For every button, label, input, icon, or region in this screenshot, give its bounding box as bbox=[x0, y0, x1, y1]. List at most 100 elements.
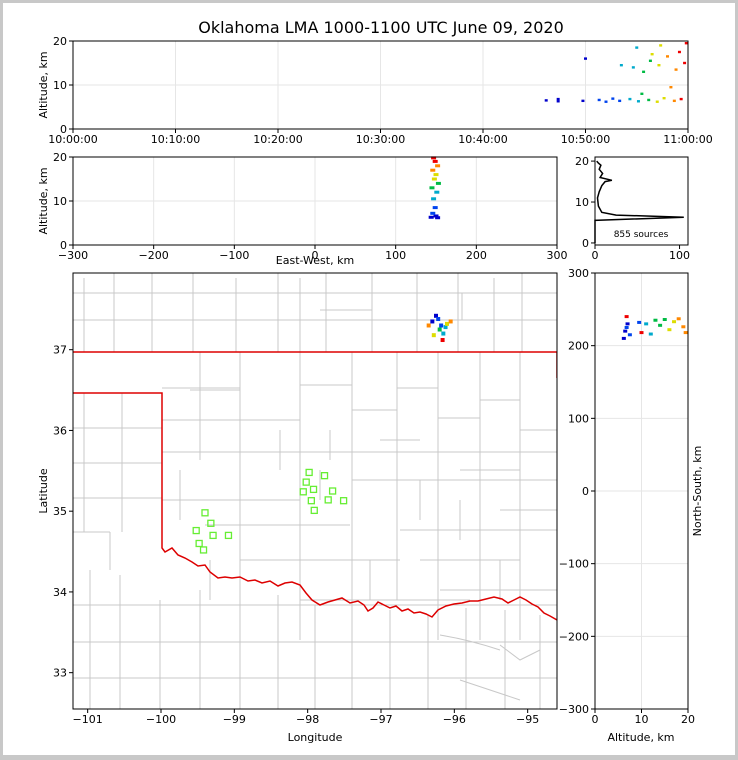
source-point bbox=[672, 99, 676, 103]
source-point bbox=[619, 64, 623, 67]
source-point bbox=[653, 318, 658, 322]
source-point bbox=[581, 99, 585, 103]
source-point bbox=[628, 97, 632, 101]
lma-station bbox=[324, 496, 332, 504]
source-point bbox=[627, 333, 632, 337]
source-point bbox=[648, 332, 653, 336]
state-boundaries bbox=[73, 351, 557, 621]
source-point bbox=[441, 331, 446, 336]
source-point bbox=[433, 214, 439, 218]
source-point bbox=[428, 215, 434, 219]
source-point bbox=[611, 97, 615, 100]
altitude-xlabel: Altitude, km bbox=[607, 731, 674, 744]
lma-station bbox=[299, 488, 307, 496]
source-point bbox=[556, 97, 560, 101]
x-tick-label: −100 bbox=[219, 249, 249, 262]
source-point bbox=[669, 86, 673, 89]
source-point bbox=[637, 320, 642, 324]
x-tick-label: 10:20:00 bbox=[253, 133, 302, 146]
source-point bbox=[662, 97, 666, 100]
east-west-altitude-ylabel: Altitude, km bbox=[37, 167, 50, 234]
source-point bbox=[445, 321, 449, 326]
source-point bbox=[676, 317, 681, 321]
x-tick-label: 10:30:00 bbox=[356, 133, 405, 146]
source-point bbox=[681, 325, 686, 329]
source-point bbox=[659, 44, 663, 47]
source-point bbox=[621, 336, 626, 340]
source-point bbox=[434, 313, 438, 318]
source-point bbox=[584, 57, 587, 60]
source-point bbox=[679, 97, 683, 101]
plan-view-panel: −101 −100 −99 −98 −97 −96 −95 33 34 35 36 37 Latitu… bbox=[37, 272, 558, 744]
source-point bbox=[635, 46, 639, 49]
lma-station bbox=[201, 509, 209, 517]
source-point bbox=[433, 173, 439, 177]
y-tick-label: 10 bbox=[575, 196, 589, 209]
y-tick-label: 0 bbox=[582, 237, 589, 250]
county-boundaries bbox=[73, 273, 557, 709]
lma-station bbox=[307, 497, 315, 505]
source-point bbox=[431, 156, 437, 160]
lma-station bbox=[302, 478, 310, 486]
source-point bbox=[658, 323, 663, 327]
y-tick-label: 10 bbox=[53, 79, 67, 92]
y-tick-label: 36 bbox=[53, 424, 67, 437]
y-tick-label: 37 bbox=[53, 344, 67, 357]
x-tick-label: −96 bbox=[443, 713, 466, 726]
source-point bbox=[636, 100, 640, 103]
altitude-north-south-panel: 0 10 20 −300 −200 −100 0 100 200 300 North-South,… bbox=[559, 267, 704, 744]
lma-station bbox=[328, 487, 337, 495]
lma-station bbox=[309, 485, 318, 494]
lma-station bbox=[305, 468, 313, 477]
x-tick-label: −300 bbox=[58, 249, 88, 262]
source-point bbox=[556, 100, 560, 103]
figure-title: Oklahoma LMA 1000-1100 UTC June 09, 2020 bbox=[198, 18, 564, 37]
source-point bbox=[647, 98, 651, 102]
y-tick-label: 20 bbox=[53, 35, 67, 48]
source-point bbox=[655, 100, 659, 103]
latitude-label: Latitude bbox=[37, 468, 50, 514]
source-point bbox=[426, 323, 431, 328]
y-tick-label: 200 bbox=[568, 340, 589, 353]
source-point bbox=[623, 329, 628, 333]
x-tick-label: 100 bbox=[385, 249, 406, 262]
source-point bbox=[662, 318, 667, 322]
x-tick-label: 11:00:00 bbox=[663, 133, 712, 146]
source-point bbox=[432, 206, 438, 210]
x-tick-label: 10 bbox=[635, 713, 649, 726]
source-point bbox=[684, 42, 688, 45]
x-tick-label: 10:40:00 bbox=[458, 133, 507, 146]
source-point bbox=[430, 319, 435, 324]
x-tick-label: −100 bbox=[146, 713, 176, 726]
y-tick-label: 35 bbox=[53, 505, 67, 518]
source-point bbox=[640, 92, 644, 95]
north-south-label: North-South, km bbox=[691, 446, 704, 537]
source-point bbox=[624, 326, 629, 329]
x-tick-label: −98 bbox=[296, 713, 319, 726]
x-tick-label: 0 bbox=[592, 249, 599, 262]
x-tick-label: −99 bbox=[223, 713, 246, 726]
x-tick-label: −95 bbox=[516, 713, 539, 726]
source-point bbox=[429, 186, 435, 190]
altitude-histogram-line bbox=[594, 160, 684, 243]
source-point bbox=[667, 328, 672, 332]
y-tick-label: −100 bbox=[559, 558, 589, 571]
x-tick-label: 200 bbox=[466, 249, 487, 262]
source-point bbox=[618, 99, 622, 103]
source-point bbox=[672, 320, 677, 324]
y-tick-label: 20 bbox=[53, 151, 67, 164]
y-tick-label: 34 bbox=[53, 586, 67, 599]
lma-station bbox=[320, 472, 329, 480]
altitude-histogram-panel: 0 100 0 10 20 855 sources bbox=[575, 155, 690, 262]
y-tick-label: −200 bbox=[559, 630, 589, 643]
source-point bbox=[431, 197, 437, 201]
source-count-annotation: 855 sources bbox=[614, 230, 669, 240]
lma-figure: Oklahoma LMA 1000-1100 UTC June 09, 2020… bbox=[37, 18, 713, 744]
source-point bbox=[657, 64, 661, 67]
longitude-label: Longitude bbox=[288, 731, 343, 744]
x-tick-label: 10:50:00 bbox=[561, 133, 610, 146]
y-tick-label: 0 bbox=[582, 485, 589, 498]
source-point bbox=[639, 331, 644, 335]
y-tick-label: −300 bbox=[559, 703, 589, 716]
source-point bbox=[432, 159, 438, 163]
